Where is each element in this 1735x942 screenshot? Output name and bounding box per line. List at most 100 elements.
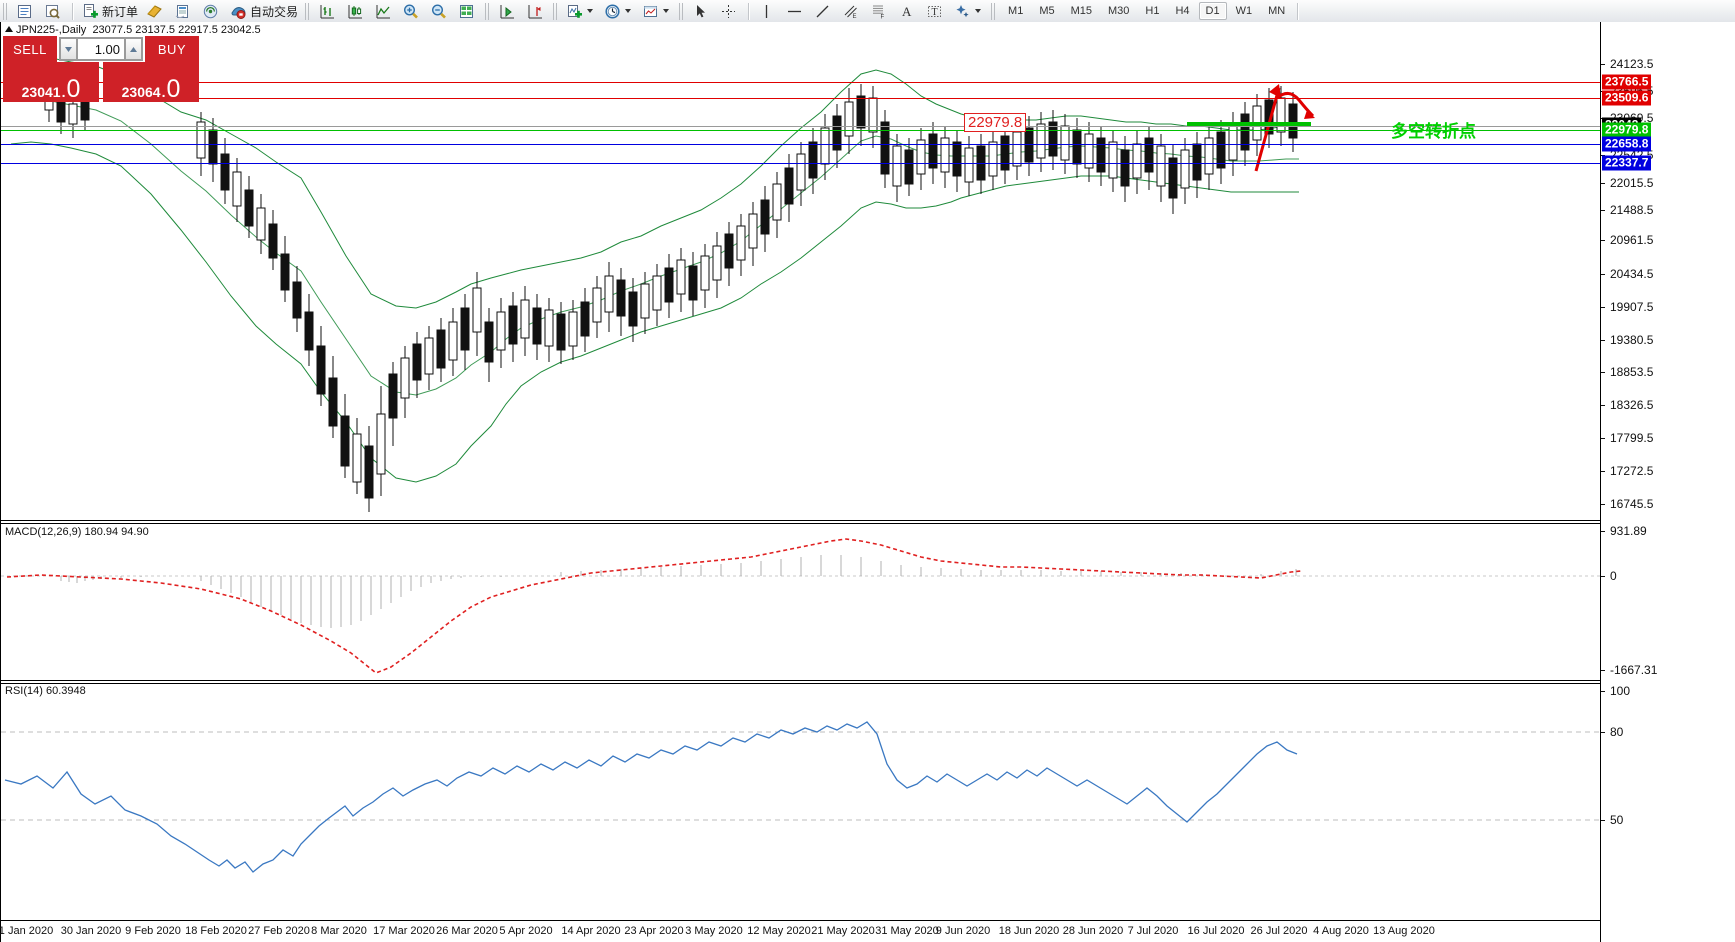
text-button[interactable]: A (895, 0, 921, 22)
equidistant-channel-button[interactable]: E (839, 0, 865, 22)
chevron-down-icon-2[interactable] (625, 9, 632, 13)
vertical-line-button[interactable] (755, 0, 781, 22)
ytick-macd-zero: 0 (1601, 569, 1617, 583)
ytick-21488: 21488.5 (1601, 203, 1653, 217)
toolbar-gripper-5[interactable] (679, 2, 686, 20)
volume-stepper[interactable]: 1.00 (59, 37, 143, 61)
timeframe-h1[interactable]: H1 (1145, 5, 1160, 17)
chevron-up-icon-vol (130, 46, 137, 52)
sell-button[interactable]: SELL (3, 36, 57, 62)
chevron-down-icon-4[interactable] (975, 9, 982, 13)
crosshair-button[interactable] (717, 0, 743, 22)
signals-icon (202, 3, 219, 20)
periods-button[interactable] (601, 0, 637, 22)
timeframe-mn[interactable]: MN (1268, 5, 1286, 17)
auto-scroll-button[interactable] (495, 0, 521, 22)
price-label-23509[interactable]: 23509.6 (1602, 90, 1652, 106)
timeframe-d1[interactable]: D1 (1198, 2, 1227, 20)
ytick-macd-min: -1667.31 (1601, 663, 1657, 677)
bar-chart-icon (318, 3, 335, 20)
macd-pane-plot (1, 538, 1601, 674)
price-label-23766[interactable]: 23766.5 (1602, 74, 1652, 90)
trendline-button[interactable] (811, 0, 837, 22)
chevron-down-icon-3[interactable] (663, 9, 670, 13)
volume-input[interactable]: 1.00 (77, 38, 125, 60)
price-label-22337[interactable]: 22337.7 (1602, 155, 1652, 171)
fibonacci-retracement-button[interactable]: F (867, 0, 893, 22)
text-icon: A (898, 3, 915, 20)
octp-row-top: SELL 1.00 BUY (3, 36, 199, 62)
ytick-18326: 18326.5 (1601, 398, 1653, 412)
price-tag-annotation[interactable]: 22979.8 (964, 113, 1027, 132)
chart-shift-button[interactable] (523, 0, 549, 22)
tile-windows-icon (458, 3, 475, 20)
horizontal-line-button[interactable] (783, 0, 809, 22)
cjk-note-annotation[interactable]: 多空转折点 (1391, 122, 1476, 142)
cursor-button[interactable] (689, 0, 715, 22)
hline-23766[interactable] (1, 82, 1600, 83)
timeframe-w1[interactable]: W1 (1235, 5, 1253, 17)
timeframe-h4[interactable]: H4 (1175, 5, 1190, 17)
svg-text:E: E (853, 14, 857, 20)
chevron-down-icon[interactable] (587, 9, 594, 13)
templates-button[interactable] (639, 0, 675, 22)
crosshair-icon (720, 3, 737, 20)
market-watch-button[interactable] (171, 0, 197, 22)
data-window-icon (44, 3, 61, 20)
hline-22337[interactable] (1, 163, 1600, 164)
toolbar-separator (72, 2, 74, 20)
rsi-pane-top-border (1, 683, 1600, 684)
auto-scroll-icon (498, 3, 515, 20)
xtick-11: 3 May 2020 (685, 925, 743, 937)
hline-22979[interactable] (1, 130, 1600, 131)
terminal-icon-button[interactable] (13, 0, 39, 22)
xtick-9: 14 Apr 2020 (561, 925, 621, 937)
one-click-trading-panel[interactable]: SELL 1.00 BUY 23041 . 0 (3, 36, 199, 102)
buy-button[interactable]: BUY (145, 36, 199, 62)
toolbar-gripper-2[interactable] (305, 2, 312, 20)
toolbar-gripper-3[interactable] (485, 2, 492, 20)
price-axis[interactable]: 24123.5 23596.5 23069.5 22542.5 22015.5 … (1600, 22, 1735, 942)
sell-price-box[interactable]: 23041 . 0 (3, 62, 99, 102)
toolbar-gripper[interactable] (3, 2, 9, 20)
terminal-icon (16, 3, 33, 20)
text-label-icon: T (926, 3, 943, 20)
rsi-label: RSI(14) 60.3948 (5, 685, 86, 697)
bar-chart-button[interactable] (315, 0, 341, 22)
volume-decrease-button[interactable] (60, 38, 77, 60)
date-axis[interactable]: 1 Jan 2020 30 Jan 2020 9 Feb 2020 18 Feb… (0, 920, 1600, 942)
indicators-button[interactable] (563, 0, 599, 22)
signals-button[interactable] (199, 0, 225, 22)
xtick-18: 7 Jul 2020 (1127, 925, 1179, 937)
timeframe-m15[interactable]: M15 (1070, 5, 1092, 17)
horizontal-line-icon (786, 3, 803, 20)
timeframe-m5[interactable]: M5 (1039, 5, 1055, 17)
xtick-15: 9 Jun 2020 (935, 925, 991, 937)
price-label-22658[interactable]: 22658.8 (1602, 136, 1652, 152)
toolbar-gripper-4[interactable] (553, 2, 560, 20)
zoom-out-button[interactable] (427, 0, 453, 22)
chart-area[interactable]: JPN225-,Daily 23077.5 23137.5 22917.5 23… (0, 22, 1735, 942)
toolbar-gripper-6[interactable] (991, 2, 998, 20)
metaeditor-icon (146, 3, 163, 20)
shapes-button[interactable] (951, 0, 987, 22)
timeframe-m1[interactable]: M1 (1008, 5, 1024, 17)
volume-increase-button[interactable] (125, 38, 142, 60)
candlestick-chart-button[interactable] (343, 0, 369, 22)
price-pane-bottom-border (1, 520, 1600, 521)
hline-22658[interactable] (1, 144, 1600, 145)
data-window-icon-button[interactable] (41, 0, 67, 22)
tile-windows-button[interactable] (455, 0, 481, 22)
price-label-22979[interactable]: 22979.8 (1602, 122, 1652, 138)
metaeditor-button[interactable] (143, 0, 169, 22)
zoom-in-button[interactable] (399, 0, 425, 22)
buy-price-box[interactable]: 23064 . 0 (103, 62, 199, 102)
hline-23509[interactable] (1, 98, 1600, 99)
auto-trading-button[interactable]: 自动交易 (227, 0, 301, 22)
hline-bid[interactable] (1, 126, 1600, 127)
text-label-button[interactable]: T (923, 0, 949, 22)
octp-row-prices: 23041 . 0 23064 . 0 (3, 62, 199, 102)
new-order-button[interactable]: 新订单 (79, 0, 141, 22)
timeframe-m30[interactable]: M30 (1108, 5, 1130, 17)
line-chart-button[interactable] (371, 0, 397, 22)
